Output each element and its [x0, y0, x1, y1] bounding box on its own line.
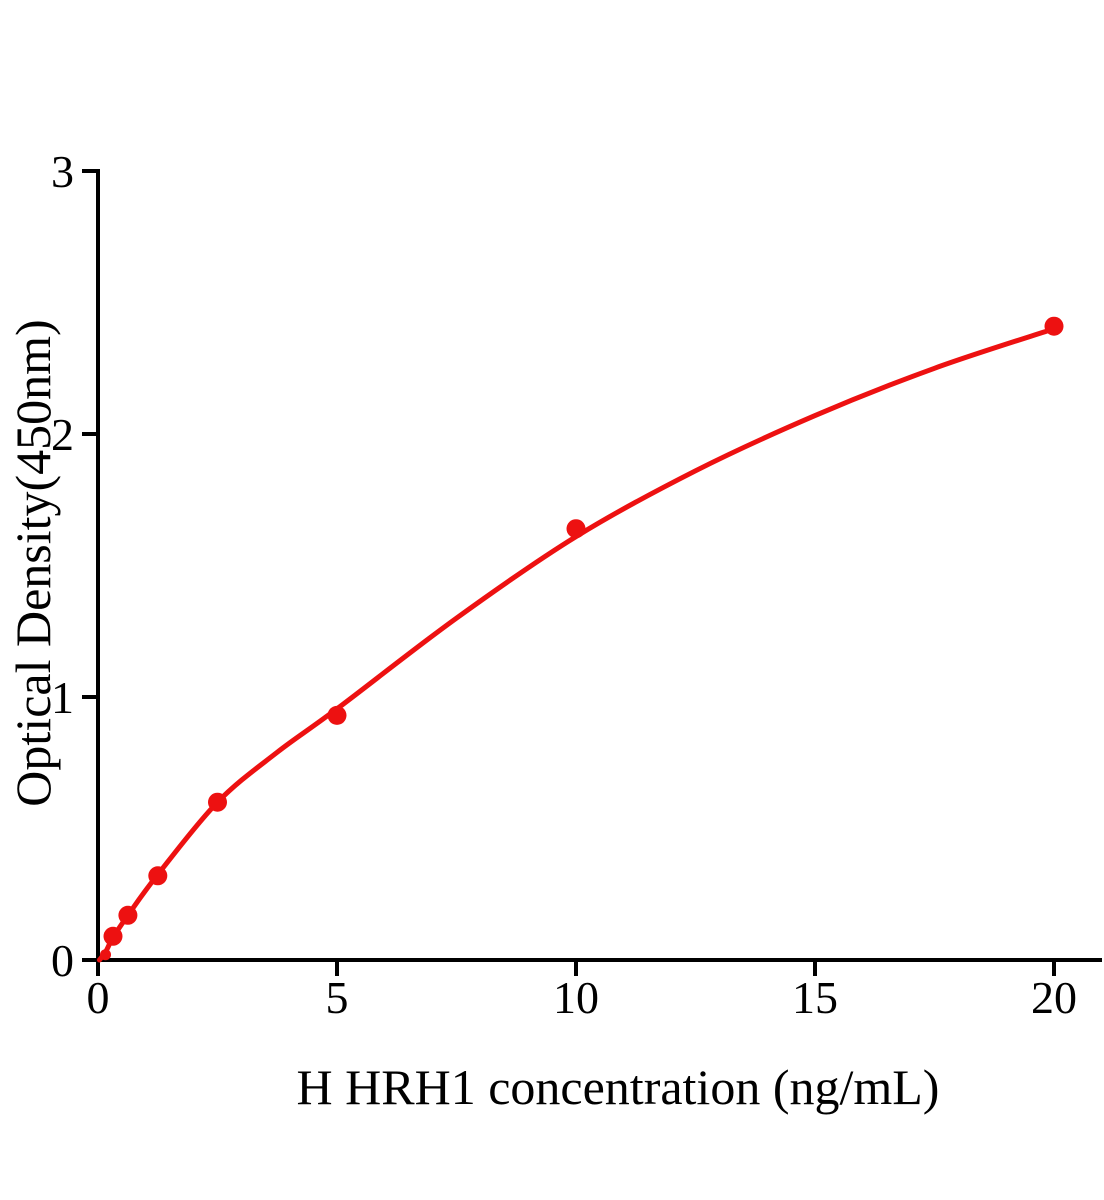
y-axis-title: Optical Density(450nm) [5, 319, 61, 807]
data-point [208, 792, 227, 812]
y-tick-label: 3 [51, 146, 74, 197]
x-axis-title: H HRH1 concentration (ng/mL) [296, 1059, 940, 1115]
y-tick-label: 0 [51, 935, 74, 986]
x-tick-label: 15 [792, 972, 838, 1023]
data-point [103, 926, 123, 946]
fit-curve [96, 326, 1057, 963]
y-tick-label: 2 [51, 409, 74, 460]
x-tick-label: 5 [326, 972, 349, 1023]
data-point [100, 949, 111, 961]
x-tick-label: 10 [553, 972, 599, 1023]
data-point [118, 905, 138, 925]
data-point [327, 705, 347, 725]
x-tick-label: 20 [1031, 972, 1077, 1023]
x-tick-label: 0 [87, 972, 110, 1023]
data-point [1044, 316, 1064, 336]
data-point [148, 866, 168, 886]
data-point [566, 519, 586, 539]
y-tick-label: 1 [51, 672, 74, 723]
